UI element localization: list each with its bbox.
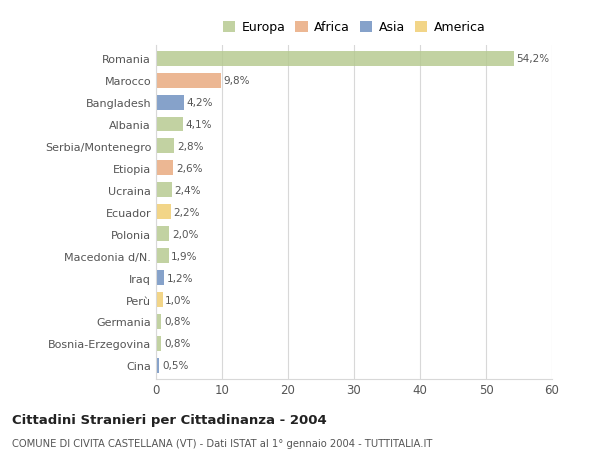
Text: 0,5%: 0,5%: [162, 361, 188, 370]
Bar: [156, 95, 184, 110]
Text: 1,2%: 1,2%: [167, 273, 193, 283]
Bar: [156, 161, 173, 176]
Bar: [156, 336, 161, 351]
Text: 9,8%: 9,8%: [223, 76, 250, 86]
Text: 4,2%: 4,2%: [187, 98, 213, 108]
Text: 2,4%: 2,4%: [175, 185, 201, 196]
Legend: Europa, Africa, Asia, America: Europa, Africa, Asia, America: [220, 19, 488, 37]
Text: 2,2%: 2,2%: [173, 207, 200, 217]
Bar: [156, 314, 161, 329]
Text: 0,8%: 0,8%: [164, 339, 190, 349]
Bar: [156, 117, 183, 132]
Bar: [156, 249, 169, 263]
Bar: [156, 139, 175, 154]
Text: 2,8%: 2,8%: [177, 142, 203, 151]
Bar: [156, 73, 221, 89]
Text: 0,8%: 0,8%: [164, 317, 190, 327]
Bar: [156, 270, 164, 285]
Text: 1,0%: 1,0%: [165, 295, 191, 305]
Text: Cittadini Stranieri per Cittadinanza - 2004: Cittadini Stranieri per Cittadinanza - 2…: [12, 413, 327, 426]
Text: 54,2%: 54,2%: [517, 54, 550, 64]
Text: COMUNE DI CIVITA CASTELLANA (VT) - Dati ISTAT al 1° gennaio 2004 - TUTTITALIA.IT: COMUNE DI CIVITA CASTELLANA (VT) - Dati …: [12, 438, 433, 448]
Bar: [156, 358, 160, 373]
Text: 2,6%: 2,6%: [176, 163, 202, 174]
Bar: [156, 227, 169, 241]
Bar: [156, 292, 163, 308]
Bar: [156, 51, 514, 67]
Bar: [156, 183, 172, 198]
Text: 2,0%: 2,0%: [172, 229, 198, 239]
Bar: [156, 205, 170, 220]
Text: 4,1%: 4,1%: [186, 120, 212, 130]
Text: 1,9%: 1,9%: [171, 251, 197, 261]
